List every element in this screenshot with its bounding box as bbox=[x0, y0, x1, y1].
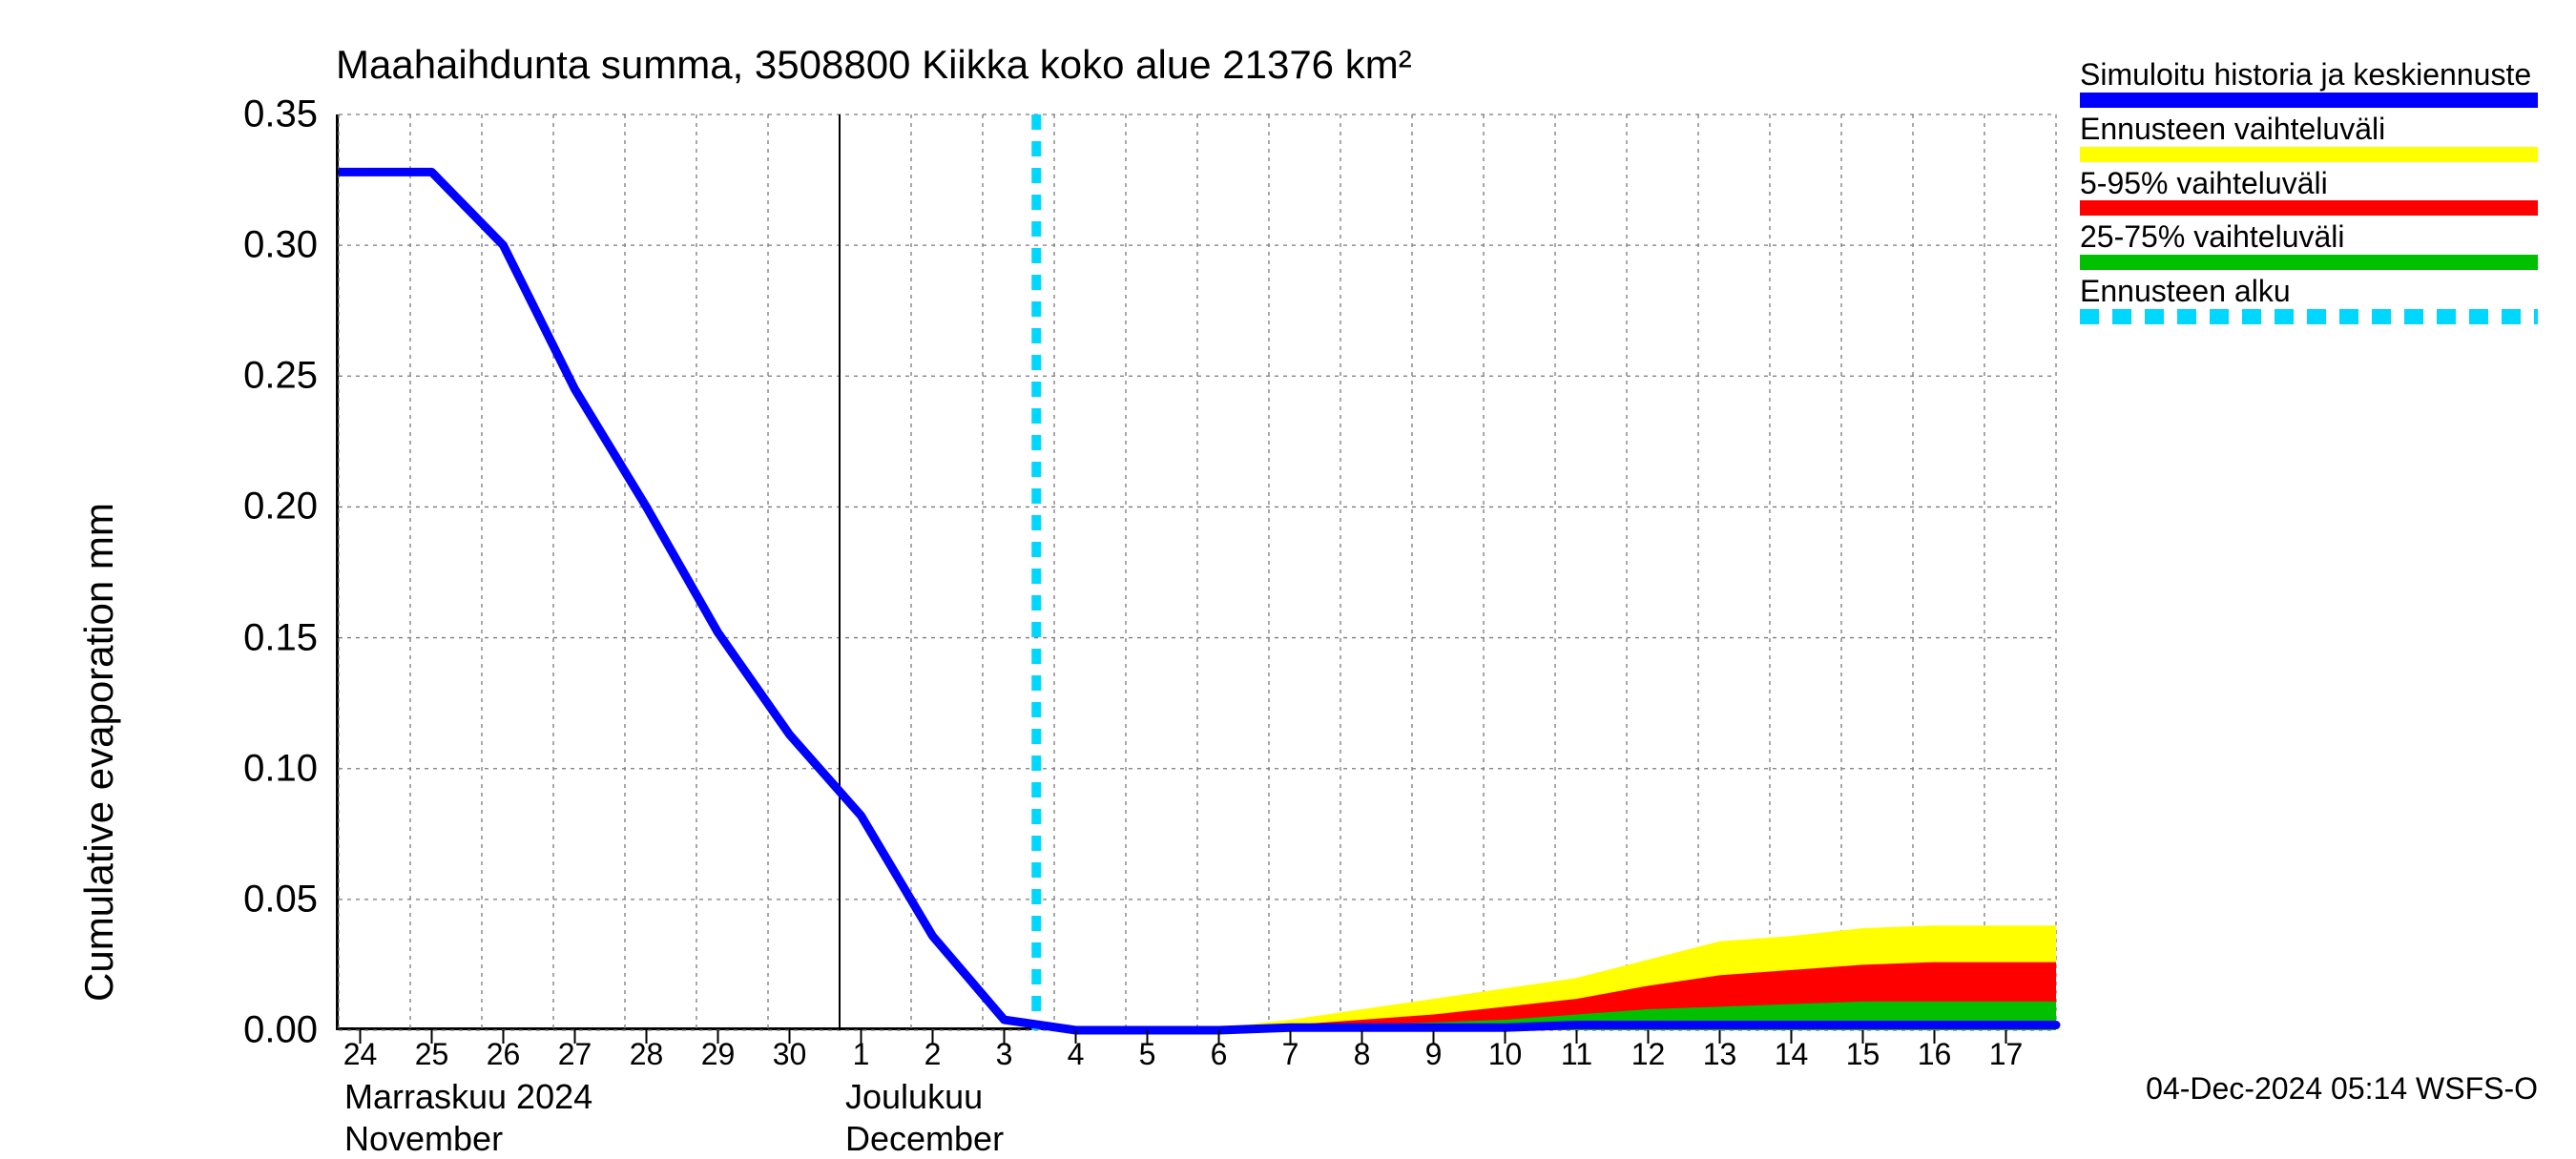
legend-swatch bbox=[2080, 147, 2538, 162]
y-tick-label: 0.05 bbox=[243, 878, 318, 921]
x-tick-label: 24 bbox=[343, 1037, 378, 1072]
x-tick-label: 12 bbox=[1631, 1037, 1666, 1072]
month-label-line2: November bbox=[344, 1119, 503, 1159]
x-tick-label: 1 bbox=[853, 1037, 870, 1072]
legend-swatch bbox=[2080, 93, 2538, 108]
legend-item: Ennusteen vaihteluväli bbox=[2080, 112, 2538, 162]
x-tick-label: 14 bbox=[1775, 1037, 1809, 1072]
legend-label: Ennusteen alku bbox=[2080, 274, 2538, 309]
legend-item: 25-75% vaihteluväli bbox=[2080, 219, 2538, 270]
x-tick-label: 28 bbox=[630, 1037, 664, 1072]
x-tick-label: 7 bbox=[1282, 1037, 1299, 1072]
x-tick-label: 2 bbox=[924, 1037, 942, 1072]
x-tick-label: 5 bbox=[1139, 1037, 1156, 1072]
legend-label: Ennusteen vaihteluväli bbox=[2080, 112, 2538, 147]
x-tick-label: 4 bbox=[1068, 1037, 1085, 1072]
legend-swatch bbox=[2080, 309, 2538, 324]
month-label-line1: Marraskuu 2024 bbox=[344, 1077, 592, 1117]
x-tick-label: 29 bbox=[701, 1037, 736, 1072]
legend-swatch bbox=[2080, 255, 2538, 270]
legend-item: 5-95% vaihteluväli bbox=[2080, 166, 2538, 217]
month-label-line2: December bbox=[845, 1119, 1004, 1159]
x-tick-label: 13 bbox=[1703, 1037, 1737, 1072]
y-tick-label: 0.10 bbox=[243, 747, 318, 790]
chart-svg bbox=[339, 114, 2056, 1030]
y-tick-label: 0.25 bbox=[243, 355, 318, 398]
x-tick-label: 9 bbox=[1425, 1037, 1443, 1072]
legend-item: Simuloitu historia ja keskiennuste bbox=[2080, 57, 2538, 108]
chart-title: Maahaihdunta summa, 3508800 Kiikka koko … bbox=[336, 42, 1412, 88]
y-tick-label: 0.15 bbox=[243, 616, 318, 659]
x-tick-label: 6 bbox=[1211, 1037, 1228, 1072]
x-tick-label: 15 bbox=[1846, 1037, 1880, 1072]
x-tick-label: 16 bbox=[1918, 1037, 1952, 1072]
legend-label: Simuloitu historia ja keskiennuste bbox=[2080, 57, 2538, 93]
x-tick-label: 10 bbox=[1488, 1037, 1523, 1072]
x-tick-label: 25 bbox=[415, 1037, 449, 1072]
timestamp: 04-Dec-2024 05:14 WSFS-O bbox=[2146, 1071, 2538, 1107]
y-tick-label: 0.00 bbox=[243, 1009, 318, 1052]
month-label-line1: Joulukuu bbox=[845, 1077, 983, 1117]
y-tick-label: 0.20 bbox=[243, 486, 318, 528]
x-tick-label: 8 bbox=[1354, 1037, 1371, 1072]
y-tick-label: 0.30 bbox=[243, 224, 318, 267]
legend-label: 5-95% vaihteluväli bbox=[2080, 166, 2538, 201]
x-tick-label: 26 bbox=[487, 1037, 521, 1072]
x-tick-label: 3 bbox=[996, 1037, 1013, 1072]
x-tick-label: 30 bbox=[773, 1037, 807, 1072]
x-tick-label: 11 bbox=[1561, 1037, 1592, 1072]
page: Maahaihdunta summa, 3508800 Kiikka koko … bbox=[0, 0, 2576, 1145]
legend-swatch bbox=[2080, 200, 2538, 216]
legend-label: 25-75% vaihteluväli bbox=[2080, 219, 2538, 255]
legend-item: Ennusteen alku bbox=[2080, 274, 2538, 324]
plot-area: 0.000.050.100.150.200.250.300.35 2425262… bbox=[336, 114, 2053, 1030]
x-tick-label: 27 bbox=[558, 1037, 592, 1072]
x-tick-label: 17 bbox=[1989, 1037, 2024, 1072]
y-axis-label: Cumulative evaporation mm bbox=[76, 503, 122, 1002]
y-tick-label: 0.35 bbox=[243, 93, 318, 136]
legend: Simuloitu historia ja keskiennuste Ennust… bbox=[2080, 57, 2538, 328]
